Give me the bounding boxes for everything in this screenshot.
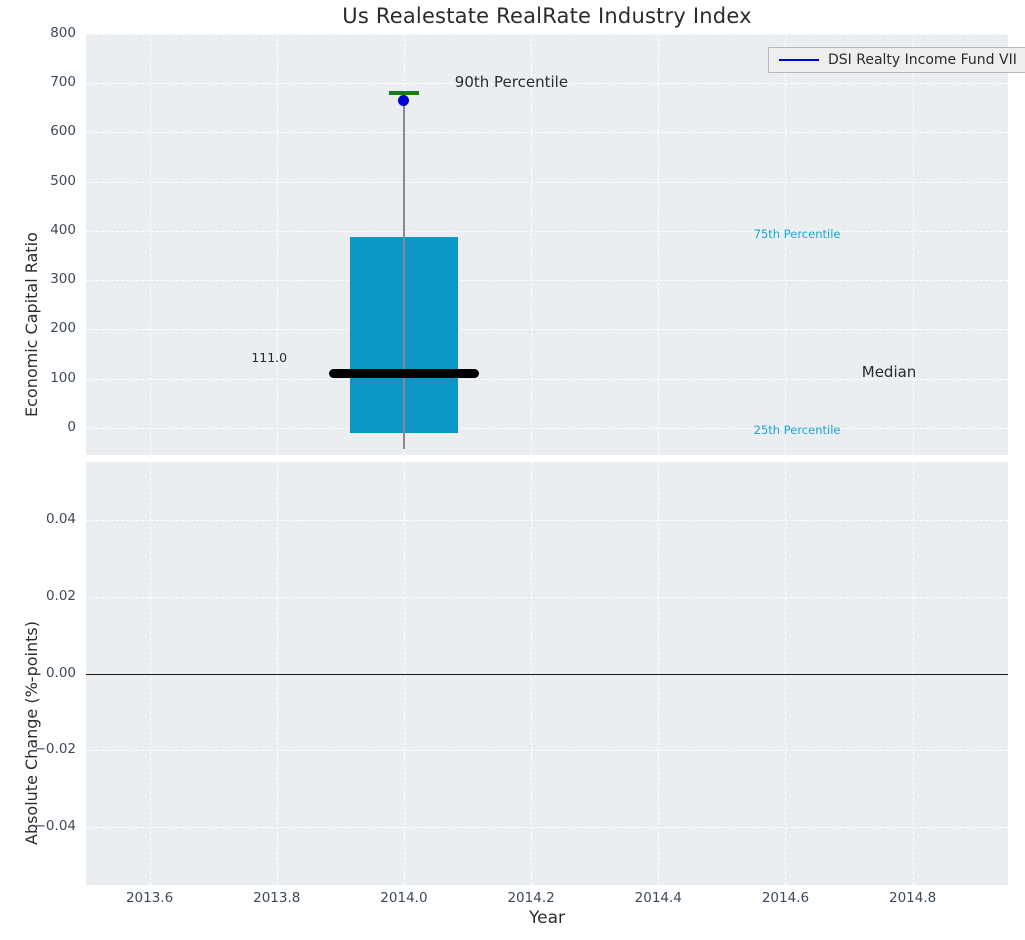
legend-line-swatch [779,59,819,61]
annotation-median: Median [861,363,917,382]
gridline-vertical [658,34,660,455]
x-axis-tick-label: 2013.6 [125,890,174,906]
y-axis-tick-label: 400 [50,221,76,238]
x-axis-tick-label: 2013.8 [253,890,301,906]
x-axis-tick-label: 2014.0 [380,890,428,906]
y-axis-tick-label: 0.02 [45,587,76,604]
gridline-horizontal [86,427,1008,429]
median-value-label: 111.0 [251,350,288,366]
gridline-vertical [149,34,151,455]
gridline-vertical [531,34,533,455]
gridline-horizontal [86,181,1008,183]
panel-economic-capital-ratio: 111.0 90th Percentile 75th Percentile Me… [86,34,1008,455]
y-axis-tick-label: 0.00 [45,664,76,681]
y-axis-label-bottom: Absolute Change (%-points) [22,621,41,845]
y-axis-tick-label: 100 [50,369,76,386]
gridline-horizontal [86,280,1008,282]
y-axis-tick-label: −0.02 [34,741,76,758]
chart-title: Us Realestate RealRate Industry Index [342,4,752,28]
whisker-line [402,93,405,449]
y-axis-tick-label: 0 [67,418,76,435]
x-axis-tick-label: 2014.4 [634,890,682,906]
zero-reference-line [86,673,1008,675]
y-axis-tick-label: 300 [50,271,76,288]
y-axis-tick-label: 600 [50,123,76,140]
annotation-25th-percentile: 25th Percentile [753,422,841,437]
gridline-horizontal [86,329,1008,331]
y-axis-tick-label: 700 [50,74,76,91]
gridline-horizontal [86,34,1008,35]
gridline-vertical [785,34,787,455]
x-axis-tick-label: 2014.8 [888,890,937,906]
annotation-75th-percentile: 75th Percentile [753,226,841,241]
x-axis-tick-label: 2014.2 [507,890,555,906]
legend-label-dsi-realty-income-fund-vii: DSI Realty Income Fund VII [828,52,1017,68]
x-axis-label: Year [529,908,565,928]
chart-legend[interactable]: DSI Realty Income Fund VII [768,47,1025,73]
y-axis-tick-label: 500 [50,172,76,189]
gridline-vertical [276,34,278,455]
panel-absolute-change [86,462,1008,885]
y-axis-tick-label: 200 [50,320,76,337]
gridline-horizontal [86,596,1008,598]
series-marker-dsi-realty-income-fund-vii [398,94,410,106]
y-axis-tick-label: −0.04 [34,818,76,835]
gridline-horizontal [86,519,1008,521]
gridline-horizontal [86,750,1008,752]
gridline-horizontal [86,827,1008,829]
gridline-horizontal [86,132,1008,134]
gridline-vertical [912,34,914,455]
y-axis-tick-label: 0.04 [45,510,76,527]
x-axis-tick-label: 2014.6 [761,890,810,906]
percentile-90-cap [388,91,419,96]
gridline-horizontal [86,230,1008,232]
annotation-90th-percentile: 90th Percentile [454,73,569,92]
y-axis-tick-label: 800 [50,25,76,41]
median-line [328,368,479,378]
